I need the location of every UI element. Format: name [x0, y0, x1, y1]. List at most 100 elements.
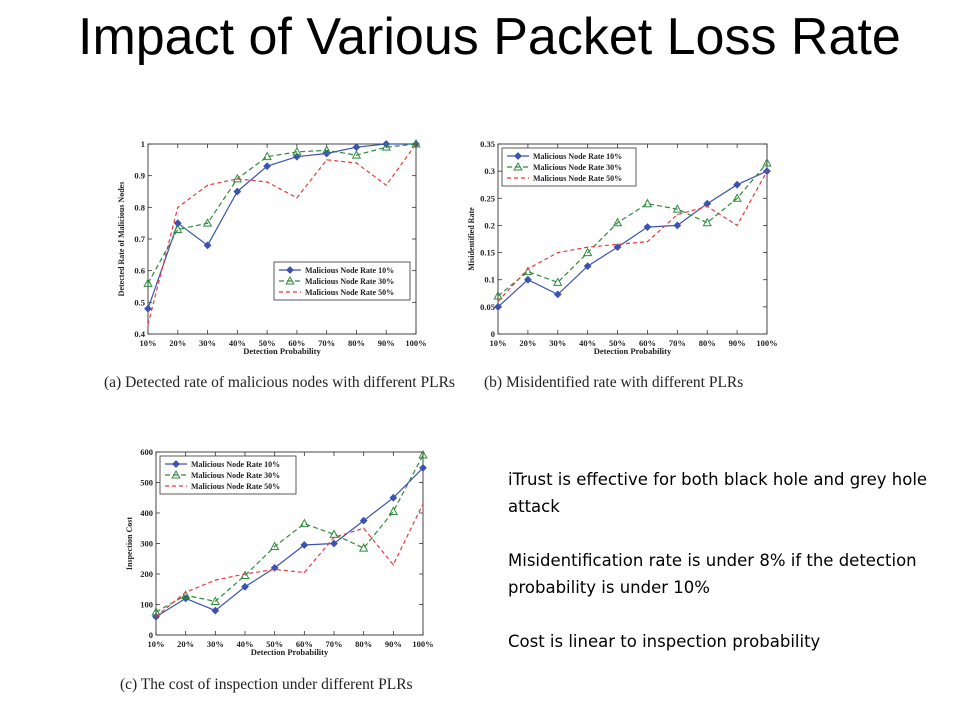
data-point [646, 241, 649, 243]
data-point [296, 197, 298, 199]
data-point [587, 246, 589, 248]
x-axis-label: Detection Probability [243, 346, 321, 356]
x-tick-label: 50% [609, 338, 626, 348]
data-point-marker [381, 142, 391, 151]
data-point-marker [330, 539, 338, 548]
data-point-marker [211, 606, 220, 615]
legend-label: Malicious Node Rate 50% [305, 288, 394, 297]
caption-c: (c) The cost of inspection under differe… [120, 676, 413, 693]
series-line [147, 143, 416, 309]
data-point [392, 564, 394, 566]
data-point [214, 579, 216, 581]
series-line [497, 170, 768, 308]
x-tick-label: 30% [199, 338, 216, 348]
y-tick-label: 300 [140, 539, 153, 549]
legend-marker [172, 460, 180, 468]
data-point [266, 181, 268, 183]
data-point-marker [144, 304, 152, 313]
x-axis-label: Detection Probability [251, 647, 329, 657]
data-point [177, 206, 179, 208]
x-tick-label: 20% [169, 338, 186, 348]
data-point-marker [583, 262, 592, 271]
y-tick-label: 0.4 [134, 329, 145, 339]
y-tick-label: 200 [140, 569, 153, 579]
y-tick-label: 0.5 [134, 297, 145, 307]
data-point-marker [143, 278, 153, 287]
data-point-marker [299, 518, 309, 528]
data-point [303, 571, 305, 574]
y-tick-label: 0.9 [134, 171, 145, 181]
x-tick-label: 100% [405, 338, 426, 348]
data-point [326, 159, 328, 161]
x-tick-label: 100% [412, 639, 433, 649]
y-tick-label: 0.7 [134, 234, 145, 244]
legend-label: Malicious Node Rate 50% [191, 482, 280, 491]
x-tick-label: 70% [318, 338, 335, 348]
data-point-marker [292, 146, 302, 156]
x-tick-label: 90% [385, 639, 402, 649]
data-point-marker [300, 541, 309, 549]
data-point-marker [643, 223, 652, 231]
data-point-marker [202, 218, 213, 227]
data-point [557, 251, 559, 254]
chart-a-detected-rate: 0.4 0.5 0.6 0.7 0.8 0.9 1 10% 20% 30% 40% 50% 60% 70%… [117, 138, 427, 356]
data-point [676, 213, 678, 216]
data-point [333, 536, 335, 538]
data-point-marker [241, 582, 249, 591]
data-point [736, 224, 738, 227]
data-point-marker [181, 590, 191, 599]
data-point [155, 616, 157, 618]
x-tick-label: 40% [229, 338, 246, 348]
data-point-marker [523, 275, 532, 284]
caption-a: (a) Detected rate of malicious nodes wit… [104, 374, 455, 391]
x-tick-label: 60% [296, 639, 313, 649]
data-point-marker [233, 187, 242, 196]
x-tick-label: 20% [177, 639, 194, 649]
y-tick-label: 600 [140, 447, 153, 457]
data-point-marker [419, 463, 427, 472]
slide-title: Impact of Various Packet Loss Rate [78, 8, 901, 66]
data-point-marker [733, 180, 742, 189]
data-point-marker [173, 224, 183, 233]
legend-marker [286, 266, 294, 274]
y-axis-label: Detected Rate of Malicious Nodes [117, 182, 126, 297]
x-tick-label: 30% [549, 338, 566, 348]
data-point-marker [232, 173, 242, 183]
data-point-marker [613, 243, 622, 252]
notes-block: iTrust is effective for both black hole … [508, 466, 928, 682]
x-tick-label: 10% [148, 639, 165, 649]
x-tick-label: 70% [326, 639, 343, 649]
y-axis-label: Misidentified Rate [467, 207, 476, 271]
data-point [766, 170, 768, 172]
series-line [497, 162, 768, 297]
data-point-marker [351, 150, 362, 159]
data-point-marker [642, 198, 653, 208]
y-tick-label: 0.6 [134, 266, 145, 276]
data-point-marker [583, 247, 593, 257]
y-tick-label: 0 [149, 630, 153, 640]
x-tick-label: 70% [669, 338, 686, 348]
x-tick-label: 10% [140, 338, 157, 348]
data-point [244, 573, 246, 575]
x-tick-label: 100% [756, 338, 777, 348]
data-point-marker [389, 493, 398, 502]
y-tick-label: 1 [141, 139, 145, 149]
data-point-marker [322, 145, 332, 154]
legend-label: Malicious Node Rate 10% [191, 460, 280, 469]
series-line [155, 454, 424, 613]
y-tick-label: 0.2 [484, 220, 495, 230]
data-point [527, 268, 529, 270]
legend-marker [514, 152, 522, 160]
x-tick-label: 10% [490, 338, 507, 348]
plot-frame [147, 143, 417, 335]
y-tick-label: 0 [491, 329, 495, 339]
data-point-marker [732, 193, 742, 202]
data-point-marker [411, 138, 421, 148]
caption-b: (b) Misidentified rate with different PL… [484, 374, 744, 391]
y-axis-label: Inspection Cost [125, 517, 134, 570]
y-tick-label: 500 [140, 478, 153, 488]
data-point-marker [553, 277, 563, 286]
x-tick-label: 60% [639, 338, 656, 348]
data-point [274, 568, 276, 571]
legend-label: Malicious Node Rate 10% [305, 266, 394, 275]
